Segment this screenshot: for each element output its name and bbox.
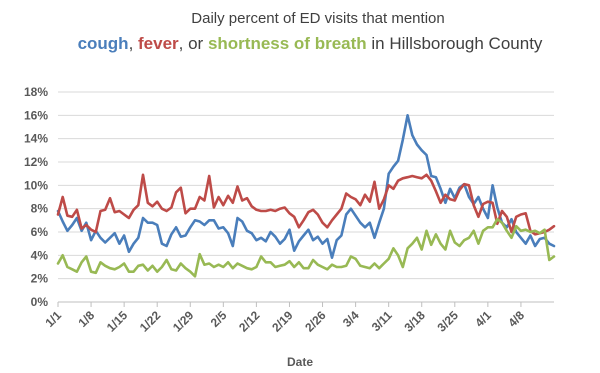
x-tick-label: 2/19 [269, 308, 296, 335]
x-tick-label: 3/18 [401, 308, 428, 335]
x-axis-title: Date [287, 355, 313, 369]
y-tick-label: 0% [31, 295, 49, 309]
x-tick-label: 2/26 [302, 308, 329, 335]
y-tick-label: 16% [24, 108, 48, 122]
title-part-4: shortness of breath [208, 34, 367, 53]
x-tick-label: 3/11 [369, 308, 395, 334]
chart-title-line1: Daily percent of ED visits that mention [191, 10, 444, 27]
y-tick-label: 18% [24, 85, 48, 99]
y-tick-label: 2% [31, 272, 49, 286]
y-tick-label: 14% [24, 132, 48, 146]
y-axis: 0% 2% 4% 6% 8% 10% 12% 14% 16% 18% [24, 85, 48, 309]
y-tick-label: 4% [31, 248, 49, 262]
title-part-0: cough [78, 34, 129, 53]
x-axis: 1/1 1/8 1/15 1/22 1/29 2/5 2/12 2/19 2/26 3/4 3/11… [42, 302, 527, 335]
title-part-1: , [129, 34, 138, 53]
x-tick-label: 2/5 [208, 308, 230, 330]
x-tick-label: 1/29 [170, 308, 197, 335]
x-tick-label: 2/12 [236, 308, 263, 335]
x-tick-label: 1/22 [137, 308, 164, 335]
chart-title-line2: cough, fever, or shortness of breath in … [78, 34, 543, 53]
title-part-5: in Hillsborough County [367, 34, 543, 53]
title-part-2: fever [138, 34, 179, 53]
series-line-cough [56, 114, 556, 260]
x-tick-label: 3/4 [340, 308, 362, 330]
x-tick-label: 4/8 [505, 308, 527, 330]
series-line-fever [56, 173, 556, 236]
y-tick-label: 8% [31, 202, 49, 216]
x-tick-label: 3/25 [435, 308, 462, 335]
x-tick-label: 4/1 [472, 308, 494, 330]
title-part-3: , or [179, 34, 208, 53]
y-tick-label: 6% [31, 225, 49, 239]
x-tick-label: 1/8 [75, 308, 97, 330]
y-tick-label: 12% [24, 155, 48, 169]
y-tick-label: 10% [24, 178, 48, 192]
series-lines [56, 114, 556, 278]
x-tick-label: 1/1 [42, 308, 64, 330]
x-tick-label: 1/15 [104, 308, 131, 335]
series-line-shortness-of-breath [56, 217, 556, 278]
